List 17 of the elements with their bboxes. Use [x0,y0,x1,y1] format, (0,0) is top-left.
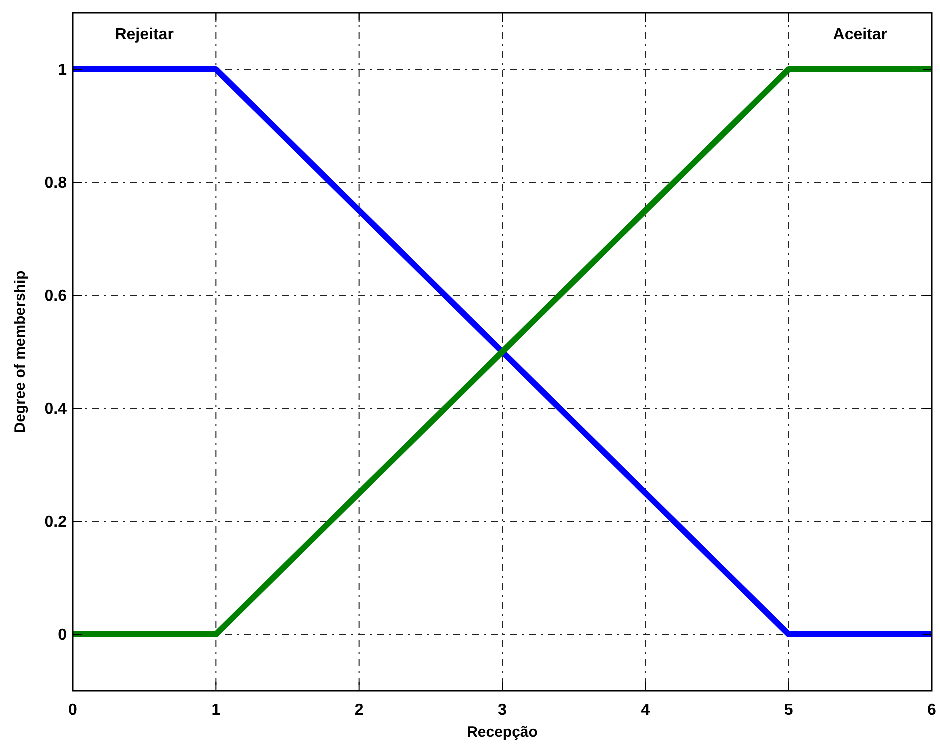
x-tick-label: 3 [498,702,508,719]
x-tick-label: 5 [784,702,794,719]
y-axis-title: Degree of membership [12,270,29,434]
x-tick-label: 4 [641,702,650,719]
y-tick-label: 0.6 [44,288,68,306]
y-tick-label: 0.4 [44,401,68,418]
y-tick-label: 0.8 [44,175,68,192]
y-tick-label: 0.2 [44,514,68,532]
x-tick-label: 2 [354,702,364,719]
x-axis-title: Recepção [467,724,538,741]
series-label: Aceitar [833,26,888,44]
x-tick-label: 0 [68,702,78,719]
x-tick-label: 6 [928,702,937,719]
y-tick-label: 1 [58,62,68,80]
x-tick-label: 1 [212,702,221,719]
series-label: Rejeitar [115,26,174,44]
y-tick-label: 0 [58,627,68,644]
